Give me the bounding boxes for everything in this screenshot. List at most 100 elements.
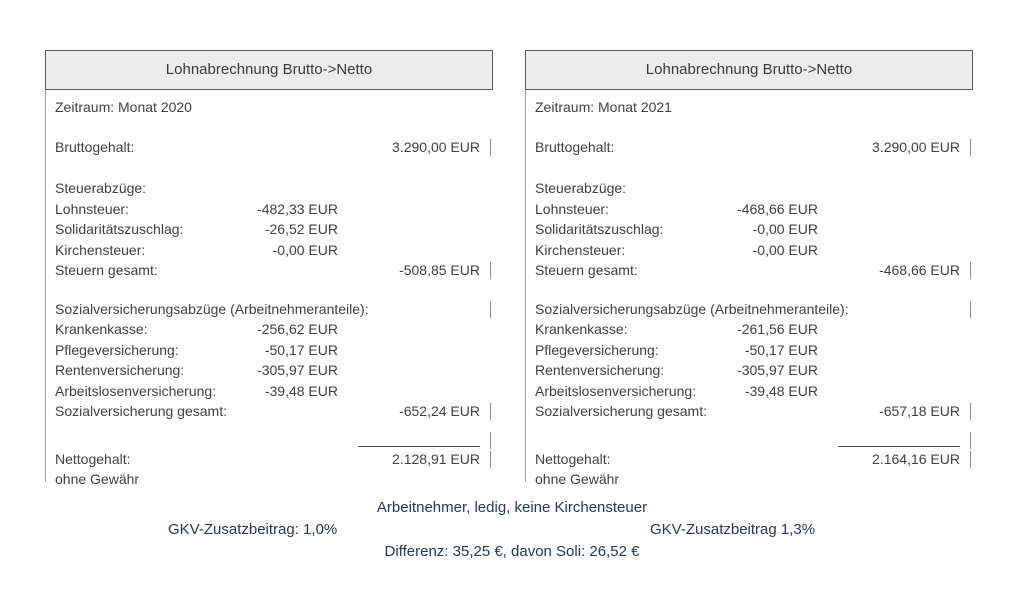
pflegeversicherung-value: -50,17 EUR (264, 341, 338, 358)
steuern-gesamt-row: Steuern gesamt: -468,66 EUR (526, 260, 973, 281)
bruttogehalt-label: Bruttogehalt: (535, 138, 615, 155)
panel-title-2020: Lohnabrechnung Brutto->Netto (45, 50, 493, 90)
bruttogehalt-value: 3.290,00 EUR (872, 138, 960, 155)
arbeitslosenversicherung-row: Arbeitslosenversicherung: -39,48 EUR (526, 381, 973, 402)
footer-gkv-2020: GKV-Zusatzbeitrag: 1,0% (168, 521, 338, 538)
footer-employee-note: Arbeitnehmer, ledig, keine Kirchensteuer (376, 499, 648, 516)
payroll-panel-2020: Lohnabrechnung Brutto->Netto Zeitraum: M… (45, 50, 493, 487)
solidaritaetszuschlag-value: -0,00 EUR (752, 221, 818, 237)
sozialversicherung-gesamt-row: Sozialversicherung gesamt: -652,24 EUR (46, 401, 493, 422)
cell-border-tick (970, 450, 971, 468)
lohnsteuer-row: Lohnsteuer: -468,66 EUR (526, 199, 973, 220)
solidaritaetszuschlag-label: Solidaritätszuschlag: (535, 221, 664, 237)
sum-separator-row (46, 422, 493, 449)
lohnsteuer-label: Lohnsteuer: (535, 200, 609, 217)
nettogehalt-value: 2.164,16 EUR (872, 450, 960, 467)
cell-border-tick (490, 300, 491, 318)
arbeitslosenversicherung-value: -39,48 EUR (744, 382, 818, 399)
zeitraum-label: Zeitraum: Monat 2021 (535, 99, 672, 115)
lohnsteuer-row: Lohnsteuer: -482,33 EUR (46, 199, 493, 220)
bruttogehalt-row: Bruttogehalt: 3.290,00 EUR (46, 137, 493, 158)
nettogehalt-row: Nettogehalt: 2.128,91 EUR (46, 449, 493, 470)
arbeitslosenversicherung-row: Arbeitslosenversicherung: -39,48 EUR (46, 381, 493, 402)
kirchensteuer-row: Kirchensteuer: -0,00 EUR (526, 240, 973, 261)
cell-border-tick (970, 262, 971, 279)
solidaritaetszuschlag-value: -26,52 EUR (264, 221, 338, 237)
sozialversicherung-header-row: Sozialversicherungsabzüge (Arbeitnehmera… (46, 299, 493, 320)
spacer (46, 118, 493, 137)
steuern-gesamt-row: Steuern gesamt: -508,85 EUR (46, 260, 493, 281)
cell-border-tick (490, 138, 491, 156)
solidaritaetszuschlag-row: Solidaritätszuschlag: -26,52 EUR (46, 219, 493, 240)
sozialversicherung-gesamt-row: Sozialversicherung gesamt: -657,18 EUR (526, 401, 973, 422)
disclaimer-label: ohne Gewähr (55, 471, 140, 487)
solidaritaetszuschlag-row: Solidaritätszuschlag: -0,00 EUR (526, 219, 973, 240)
steuern-gesamt-label: Steuern gesamt: (535, 262, 638, 278)
cell-border-tick (970, 300, 971, 318)
kirchensteuer-label: Kirchensteuer: (535, 241, 626, 258)
kirchensteuer-value: -0,00 EUR (272, 241, 338, 258)
sozialversicherung-gesamt-value: -652,24 EUR (399, 403, 480, 419)
pflegeversicherung-label: Pflegeversicherung: (535, 341, 659, 358)
spacer (46, 157, 493, 178)
pflegeversicherung-label: Pflegeversicherung: (55, 341, 179, 358)
cell-border-tick (970, 403, 971, 420)
sozialversicherung-gesamt-label: Sozialversicherung gesamt: (55, 403, 227, 419)
sozialversicherung-gesamt-label: Sozialversicherung gesamt: (535, 403, 707, 419)
sozialversicherung-header-row: Sozialversicherungsabzüge (Arbeitnehmera… (526, 299, 973, 320)
steuern-gesamt-label: Steuern gesamt: (55, 262, 158, 278)
krankenkasse-value: -256,62 EUR (257, 321, 338, 337)
rentenversicherung-label: Rentenversicherung: (55, 362, 185, 378)
sozialversicherung-gesamt-value: -657,18 EUR (879, 403, 960, 419)
footer-gkv-line: GKV-Zusatzbeitrag: 1,0% GKV-Zusatzbeitra… (0, 519, 1024, 541)
nettogehalt-row: Nettogehalt: 2.164,16 EUR (526, 449, 973, 470)
panel-title-2021: Lohnabrechnung Brutto->Netto (525, 50, 973, 90)
lohnsteuer-value: -468,66 EUR (737, 200, 818, 217)
spacer (526, 281, 973, 299)
cell-border-tick (490, 262, 491, 279)
footer-gkv-2021: GKV-Zusatzbeitrag 1,3% (650, 521, 816, 538)
krankenkasse-row: Krankenkasse: -256,62 EUR (46, 319, 493, 340)
steuerabzuege-header-row: Steuerabzüge: (46, 178, 493, 199)
disclaimer-row: ohne Gewähr (526, 469, 973, 490)
sum-separator-line (358, 445, 480, 447)
spacer (526, 118, 973, 137)
footer-notes: Arbeitnehmer, ledig, keine Kirchensteuer… (0, 497, 1024, 563)
footer-difference-note: Differenz: 35,25 €, davon Soli: 26,52 € (384, 543, 640, 560)
bruttogehalt-row: Bruttogehalt: 3.290,00 EUR (526, 137, 973, 158)
arbeitslosenversicherung-value: -39,48 EUR (264, 382, 338, 399)
lohnsteuer-value: -482,33 EUR (257, 200, 338, 217)
kirchensteuer-row: Kirchensteuer: -0,00 EUR (46, 240, 493, 261)
payroll-panel-2021: Lohnabrechnung Brutto->Netto Zeitraum: M… (525, 50, 973, 487)
cell-border-tick (490, 403, 491, 420)
zeitraum-row: Zeitraum: Monat 2021 (526, 97, 973, 118)
steuern-gesamt-value: -508,85 EUR (399, 262, 480, 278)
sozialversicherung-header: Sozialversicherungsabzüge (Arbeitnehmera… (55, 300, 369, 317)
spacer (526, 157, 973, 178)
disclaimer-row: ohne Gewähr (46, 469, 493, 490)
arbeitslosenversicherung-label: Arbeitslosenversicherung: (55, 382, 217, 399)
pflegeversicherung-value: -50,17 EUR (744, 341, 818, 358)
rentenversicherung-value: -305,97 EUR (257, 362, 338, 378)
zeitraum-label: Zeitraum: Monat 2020 (55, 99, 192, 115)
krankenkasse-value: -261,56 EUR (737, 321, 818, 337)
kirchensteuer-label: Kirchensteuer: (55, 241, 146, 258)
cell-border-tick (970, 138, 971, 156)
bruttogehalt-label: Bruttogehalt: (55, 138, 135, 155)
solidaritaetszuschlag-label: Solidaritätszuschlag: (55, 221, 184, 237)
pflegeversicherung-row: Pflegeversicherung: -50,17 EUR (46, 340, 493, 361)
kirchensteuer-value: -0,00 EUR (752, 241, 818, 258)
cell-border-tick (970, 431, 971, 449)
sum-separator-line (838, 445, 960, 447)
pflegeversicherung-row: Pflegeversicherung: -50,17 EUR (526, 340, 973, 361)
steuerabzuege-header: Steuerabzüge: (55, 180, 147, 196)
cell-border-tick (490, 431, 491, 449)
sozialversicherung-header: Sozialversicherungsabzüge (Arbeitnehmera… (535, 300, 849, 317)
steuerabzuege-header: Steuerabzüge: (535, 180, 627, 196)
spacer (46, 281, 493, 299)
sum-separator-row (526, 422, 973, 449)
krankenkasse-row: Krankenkasse: -261,56 EUR (526, 319, 973, 340)
panel-body-2020: Zeitraum: Monat 2020 Bruttogehalt: 3.290… (45, 90, 493, 487)
rentenversicherung-value: -305,97 EUR (737, 362, 818, 378)
